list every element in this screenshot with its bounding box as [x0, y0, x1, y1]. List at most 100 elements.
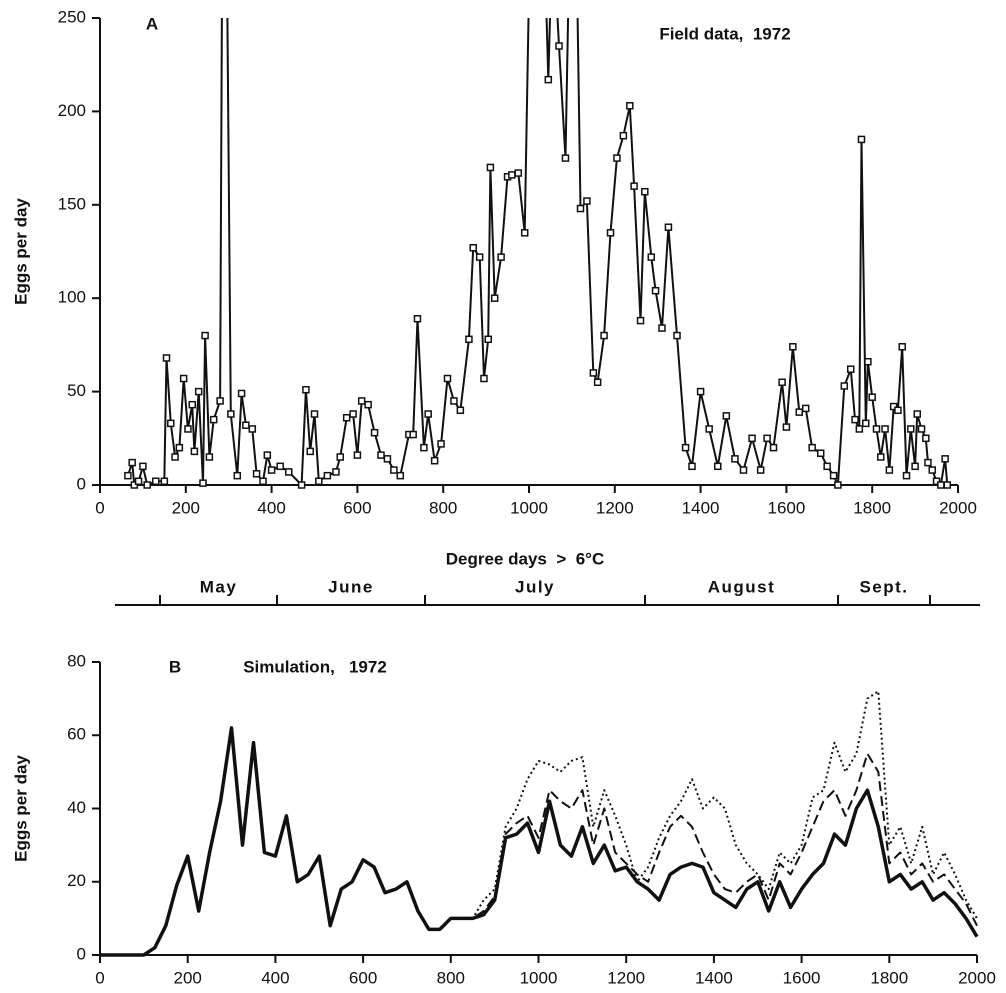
point-marker	[259, 477, 267, 486]
point-marker	[589, 369, 598, 377]
point-marker	[396, 471, 405, 480]
x-tick-label: 0	[95, 498, 104, 517]
point-marker	[450, 397, 458, 405]
point-marker	[911, 462, 919, 471]
point-marker	[576, 204, 585, 213]
point-marker	[619, 131, 628, 140]
x-tick-label: 1000	[520, 968, 558, 987]
point-marker	[593, 378, 602, 387]
month-bar: May June July August Sept.	[115, 577, 980, 606]
point-marker	[285, 468, 293, 476]
point-marker	[469, 244, 477, 252]
point-marker	[857, 135, 866, 144]
point-marker	[626, 102, 634, 110]
y-tick-label: 20	[67, 871, 86, 890]
x-tick-label: 400	[261, 968, 289, 987]
point-marker	[924, 458, 932, 467]
point-marker	[840, 382, 849, 390]
x-tick-label: 1800	[870, 968, 908, 987]
x-tick-label: 1200	[596, 498, 634, 517]
point-marker	[722, 412, 731, 420]
point-marker	[175, 443, 184, 452]
point-marker	[855, 425, 864, 433]
month-label: Sept.	[859, 577, 908, 596]
month-label: May	[200, 577, 238, 596]
point-marker	[613, 154, 621, 162]
panel-title: Simulation, 1972	[243, 657, 387, 676]
point-marker	[782, 423, 791, 431]
point-marker	[199, 479, 207, 487]
point-marker	[248, 425, 257, 433]
month-label: June	[328, 577, 374, 596]
point-marker	[823, 462, 831, 471]
point-marker	[437, 440, 445, 448]
x-tick-label: 800	[437, 968, 465, 987]
point-marker	[705, 425, 713, 433]
point-marker	[357, 397, 366, 405]
x-tick-label: 600	[349, 968, 377, 987]
point-marker	[267, 466, 276, 474]
point-marker	[497, 253, 505, 261]
point-marker	[801, 404, 810, 413]
point-marker	[184, 425, 192, 433]
point-marker	[808, 443, 816, 452]
point-marker	[276, 462, 284, 471]
point-marker	[898, 343, 906, 351]
x-tick-label: 1600	[767, 498, 805, 517]
point-marker	[795, 408, 804, 416]
point-marker	[520, 229, 529, 237]
point-marker	[555, 42, 563, 50]
point-marker	[302, 385, 310, 394]
point-marker	[263, 451, 272, 459]
point-marker	[323, 471, 332, 480]
point-marker	[413, 314, 422, 323]
point-marker	[160, 477, 169, 486]
point-marker	[696, 387, 705, 396]
x-tick-label: 600	[343, 498, 371, 517]
point-marker	[606, 229, 615, 237]
point-marker	[188, 400, 196, 409]
x-tick-label: 1600	[783, 968, 821, 987]
point-marker	[763, 434, 771, 443]
point-marker	[937, 481, 945, 489]
x-tick-label: 2000	[958, 968, 996, 987]
series-line	[100, 690, 978, 956]
point-marker	[756, 466, 765, 474]
point-marker	[862, 419, 870, 428]
point-marker	[600, 331, 608, 340]
y-axis-label: Eggs per day	[11, 755, 30, 862]
point-marker	[816, 449, 825, 457]
y-tick-label: 40	[67, 798, 86, 817]
point-marker	[913, 410, 921, 418]
point-marker	[864, 357, 872, 366]
point-marker	[714, 462, 722, 471]
point-marker	[409, 430, 417, 439]
point-marker	[162, 354, 171, 362]
point-marker	[424, 410, 432, 418]
panel: 0 50 100 150 200 250 0 200 400 600 800 1000 1200 1400…	[11, 7, 976, 568]
point-marker	[171, 453, 179, 461]
point-marker	[544, 75, 553, 84]
plot-area	[124, 18, 952, 489]
x-tick-label: 1800	[853, 498, 891, 517]
point-marker	[651, 286, 660, 295]
point-marker	[769, 443, 778, 452]
point-marker	[306, 447, 314, 456]
point-marker	[917, 425, 926, 433]
y-tick-label: 0	[77, 944, 86, 963]
point-marker	[789, 343, 797, 351]
point-marker	[490, 294, 499, 302]
point-marker	[514, 169, 523, 177]
point-marker	[877, 453, 885, 461]
point-marker	[128, 458, 136, 467]
series-line	[100, 726, 978, 956]
point-marker	[310, 410, 319, 418]
point-marker	[894, 406, 902, 415]
point-marker	[349, 410, 357, 418]
point-marker	[143, 481, 151, 489]
point-marker	[201, 331, 209, 340]
point-marker	[829, 471, 838, 480]
point-marker	[641, 187, 649, 196]
